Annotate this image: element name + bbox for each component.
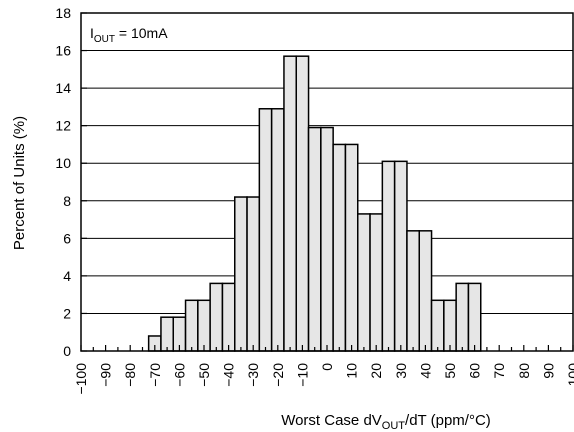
annotation-subscript: OUT [94, 34, 115, 45]
x-axis-label: Worst Case dVOUT/dT (ppm/°C) [281, 412, 491, 432]
x-axis-label-suffix: /dT (ppm/°C) [405, 412, 491, 429]
bar [381, 160, 396, 352]
x-tick-label: −10 [294, 363, 310, 387]
x-tick-label: −20 [270, 363, 286, 387]
x-tick-label: 10 [344, 363, 360, 379]
annotation-background [84, 18, 208, 42]
bar [455, 282, 470, 352]
y-tick-label: 0 [63, 343, 71, 359]
x-tick-label: −70 [147, 363, 163, 387]
x-tick-label: −90 [98, 363, 114, 387]
bar [320, 126, 334, 352]
x-axis-label-prefix: Worst Case dV [281, 412, 382, 429]
x-tick-label: −30 [245, 363, 261, 387]
x-tick-label: 60 [467, 363, 483, 379]
y-tick-label: 2 [63, 305, 71, 321]
bar [234, 196, 248, 352]
annotation-label: IOUT = 10mA [90, 25, 168, 45]
bar [209, 282, 224, 352]
x-tick-label: −100 [73, 363, 89, 395]
bar [418, 230, 433, 352]
bar [344, 143, 359, 352]
y-tick-label: 8 [63, 193, 71, 209]
x-tick-label: 70 [491, 363, 507, 379]
x-tick-label: 0 [319, 363, 335, 371]
bar [307, 126, 322, 352]
bar [283, 55, 298, 352]
bar [258, 108, 273, 352]
bar [357, 213, 371, 352]
bar [430, 299, 445, 352]
y-tick-label: 12 [55, 118, 71, 134]
x-tick-label: 90 [540, 363, 556, 379]
bar [270, 108, 285, 352]
x-tick-label: 100 [565, 363, 574, 387]
annotation: IOUT = 10mA [84, 18, 208, 45]
x-tick-label: 80 [516, 363, 532, 379]
annotation-suffix: = 10mA [115, 25, 168, 41]
annotation-prefix: I [90, 25, 94, 41]
bar [246, 196, 261, 352]
y-axis-label: Percent of Units (%) [11, 116, 28, 250]
y-tick-label: 14 [55, 80, 71, 96]
bar [406, 230, 421, 352]
x-tick-label: 20 [368, 363, 384, 379]
bar [295, 55, 310, 352]
x-tick-label: 50 [442, 363, 458, 379]
y-tick-label: 6 [63, 230, 71, 246]
bars [147, 55, 482, 352]
bar [369, 213, 384, 352]
bar [332, 143, 347, 352]
y-tick-label: 4 [63, 268, 71, 284]
x-ticks: −100 −90 −80 −70 −60 −50 −40 −30 −20 −10 0 10 20 30 40… [73, 345, 574, 395]
x-tick-label: −60 [171, 363, 187, 387]
x-tick-label: −50 [196, 363, 212, 387]
bar [221, 282, 236, 352]
x-tick-label: −40 [221, 363, 237, 387]
y-tick-label: 10 [55, 155, 71, 171]
x-tick-label: 40 [417, 363, 433, 379]
bar [184, 299, 199, 352]
bar [393, 160, 408, 352]
x-tick-label: 30 [393, 363, 409, 379]
y-tick-label: 18 [55, 5, 71, 21]
x-axis-label-subscript: OUT [382, 420, 406, 432]
bar [197, 299, 211, 352]
bar [467, 282, 482, 352]
x-tick-label: −80 [122, 363, 138, 387]
bar [160, 316, 174, 352]
bar [443, 299, 457, 352]
y-tick-label: 16 [55, 43, 71, 59]
y-ticks: 0 2 4 6 8 10 12 14 16 18 [55, 5, 87, 359]
